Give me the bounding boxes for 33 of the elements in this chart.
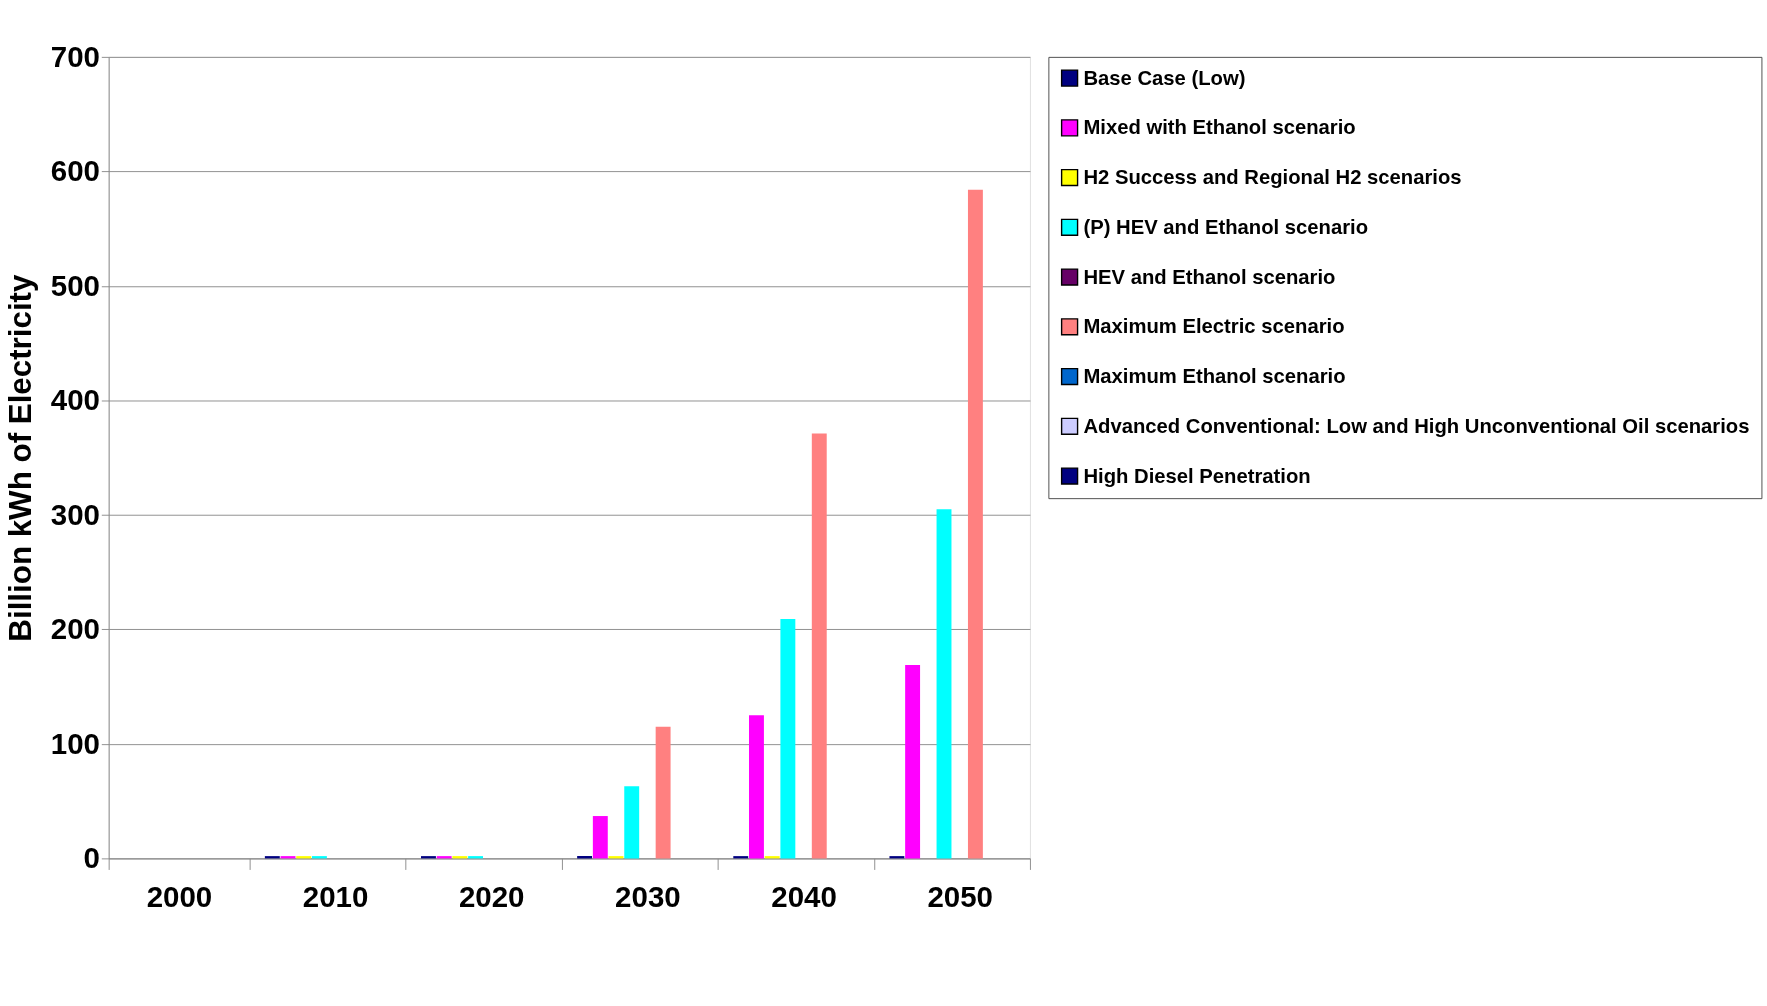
bar <box>811 433 827 859</box>
bar <box>624 786 640 859</box>
y-tick-label: 300 <box>50 497 100 531</box>
y-tick-label: 100 <box>50 726 100 760</box>
y-tick-label: 0 <box>83 841 100 875</box>
y-tick-label: 400 <box>50 383 100 417</box>
legend-label: Advanced Conventional: Low and High Unconventional Oil scenarios <box>1083 414 1750 437</box>
x-tick-label: 2020 <box>458 879 525 913</box>
bar <box>936 509 952 859</box>
bar <box>592 816 608 859</box>
legend-label: Base Case (Low) <box>1083 66 1246 89</box>
legend-label: HEV and Ethanol scenario <box>1083 265 1336 288</box>
y-tick-label: 200 <box>50 612 100 646</box>
y-tick-label: 500 <box>50 268 100 302</box>
y-tick-label: 700 <box>50 39 100 73</box>
bar <box>749 715 764 859</box>
x-tick-label: 2000 <box>146 879 213 913</box>
legend-label: (P) HEV and Ethanol scenario <box>1083 215 1369 238</box>
x-tick-label: 2050 <box>927 879 993 913</box>
x-tick-label: 2030 <box>615 879 681 913</box>
y-tick-label: 600 <box>50 154 100 188</box>
legend-label: High Diesel Penetration <box>1083 464 1311 487</box>
x-tick-label: 2010 <box>302 879 369 913</box>
legend-label: Maximum Electric scenario <box>1083 315 1345 338</box>
bar <box>905 664 921 859</box>
y-axis-title: Billion kWh of Electricity <box>2 273 38 642</box>
legend-label: H2 Success and Regional H2 scenarios <box>1083 166 1462 189</box>
x-tick-label: 2040 <box>771 879 837 913</box>
bar <box>780 619 796 859</box>
legend-label: Mixed with Ethanol scenario <box>1083 116 1356 139</box>
bar <box>655 726 671 859</box>
bar <box>967 189 983 859</box>
legend-label: Maximum Ethanol scenario <box>1083 365 1346 388</box>
